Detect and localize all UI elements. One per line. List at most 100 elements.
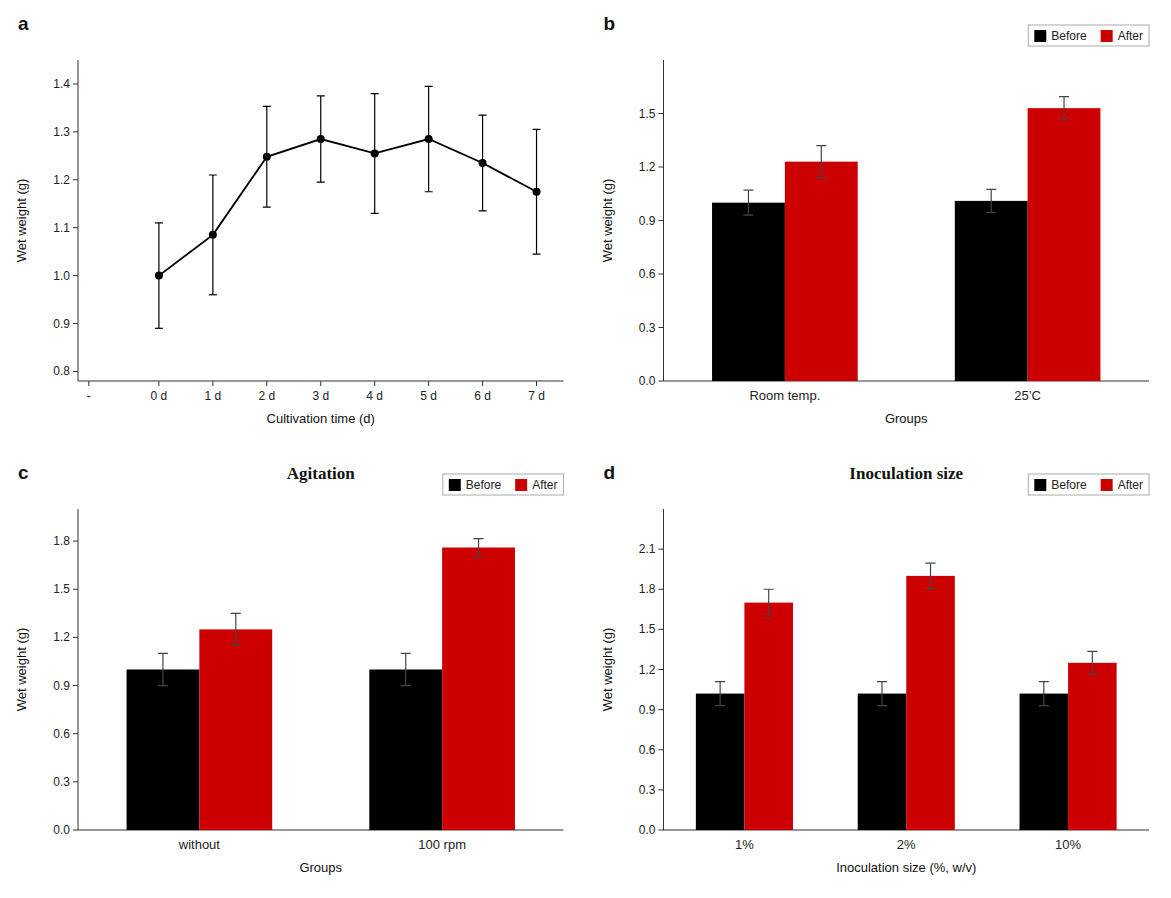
x-axis-label: Groups xyxy=(885,411,928,426)
error-stem xyxy=(1043,682,1044,706)
y-tick-label: 0.6 xyxy=(639,743,656,757)
legend-label: After xyxy=(1118,478,1143,492)
y-tick xyxy=(73,227,78,228)
y-tick xyxy=(659,327,664,328)
y-tick-label: 1.5 xyxy=(639,107,656,121)
y-tick xyxy=(659,709,664,710)
x-axis-label: Cultivation time (d) xyxy=(267,411,375,426)
legend-label: Before xyxy=(1051,478,1087,492)
error-cap xyxy=(474,538,484,539)
error-cap xyxy=(1039,705,1049,706)
legend: Before After xyxy=(1028,25,1149,46)
y-tick xyxy=(659,381,664,382)
error-bar xyxy=(816,146,826,178)
bar xyxy=(785,162,858,381)
x-tick-label: Room temp. xyxy=(749,388,820,403)
panel: 0.00.30.60.91.21.51.8without100 rpmBefor… xyxy=(14,462,564,875)
error-bar xyxy=(479,115,487,211)
bar xyxy=(369,670,442,831)
x-axis-label: Groups xyxy=(299,860,342,875)
error-cap xyxy=(877,705,887,706)
legend-label: After xyxy=(1118,29,1143,43)
y-tick xyxy=(73,275,78,276)
error-bar xyxy=(926,563,936,588)
y-tick-label: 0.0 xyxy=(639,374,656,388)
y-tick xyxy=(659,669,664,670)
bar xyxy=(744,603,793,830)
legend-swatch xyxy=(449,479,461,491)
y-axis-label: Wet weight (g) xyxy=(14,628,29,712)
error-cap xyxy=(209,174,217,175)
y-tick-label: 1.5 xyxy=(639,622,656,636)
error-cap xyxy=(425,191,433,192)
x-tick xyxy=(212,381,213,386)
error-bar xyxy=(715,682,725,706)
bar xyxy=(1028,108,1101,381)
legend-label: Before xyxy=(1051,29,1087,43)
point xyxy=(425,135,433,143)
y-tick-label: 0.3 xyxy=(639,783,656,797)
bar xyxy=(712,203,785,381)
point xyxy=(317,135,325,143)
y-tick xyxy=(659,113,664,114)
error-bar xyxy=(986,189,996,212)
error-stem xyxy=(881,682,882,706)
x-tick-label: 25’C xyxy=(1014,388,1041,403)
y-tick-label: 0.0 xyxy=(53,823,70,837)
error-stem xyxy=(162,653,163,685)
error-cap xyxy=(743,190,753,191)
legend: Before After xyxy=(1028,474,1149,495)
x-tick-label: 3 d xyxy=(312,389,329,403)
error-cap xyxy=(1087,651,1097,652)
x-tick xyxy=(320,381,321,386)
panel: 0.00.30.60.91.21.5Room temp.25’CBeforeAf… xyxy=(600,13,1150,426)
y-tick xyxy=(73,685,78,686)
bar xyxy=(696,694,745,830)
x-tick xyxy=(158,381,159,386)
x-tick-label: 5 d xyxy=(420,389,437,403)
legend-swatch xyxy=(1034,30,1046,42)
error-stem xyxy=(1063,97,1064,120)
point xyxy=(209,231,217,239)
error-stem xyxy=(821,146,822,178)
x-axis-label: Inoculation size (%, w/v) xyxy=(836,860,976,875)
error-cap xyxy=(926,563,936,564)
panel-label: d xyxy=(604,462,616,483)
error-cap xyxy=(986,189,996,190)
y-tick xyxy=(659,589,664,590)
error-cap xyxy=(317,182,325,183)
error-cap xyxy=(533,253,541,254)
x-tick xyxy=(266,381,267,386)
y-tick-label: 1.5 xyxy=(53,582,70,596)
y-tick-label: 0.9 xyxy=(53,679,70,693)
legend: BeforeAfter xyxy=(443,474,564,495)
bar xyxy=(199,629,272,830)
error-cap xyxy=(317,95,325,96)
legend-label: After xyxy=(532,478,557,492)
y-tick-label: 1.2 xyxy=(639,160,656,174)
y-tick xyxy=(659,789,664,790)
error-cap xyxy=(1059,119,1069,120)
y-tick-label: 1.2 xyxy=(639,663,656,677)
x-tick-label: 4 d xyxy=(366,389,383,403)
x-tick-label: 2 d xyxy=(258,389,275,403)
error-cap xyxy=(764,615,774,616)
y-tick-label: 0.9 xyxy=(639,214,656,228)
y-axis-label: Wet weight (g) xyxy=(600,179,615,263)
y-axis-label: Wet weight (g) xyxy=(600,628,615,712)
panel-label: a xyxy=(18,13,29,34)
error-cap xyxy=(155,328,163,329)
title: Agitation xyxy=(287,464,356,483)
plot-area xyxy=(155,86,541,328)
y-tick-label: 0.3 xyxy=(53,775,70,789)
error-stem xyxy=(748,190,749,215)
legend-frame xyxy=(443,474,564,495)
legend-swatch xyxy=(1101,479,1113,491)
y-axis-line xyxy=(78,60,79,381)
x-tick-label: 10% xyxy=(1055,837,1081,852)
error-bar xyxy=(401,653,411,685)
error-cap xyxy=(816,177,826,178)
y-tick xyxy=(659,830,664,831)
error-bar xyxy=(1059,97,1069,120)
x-tick-label: 2% xyxy=(897,837,916,852)
